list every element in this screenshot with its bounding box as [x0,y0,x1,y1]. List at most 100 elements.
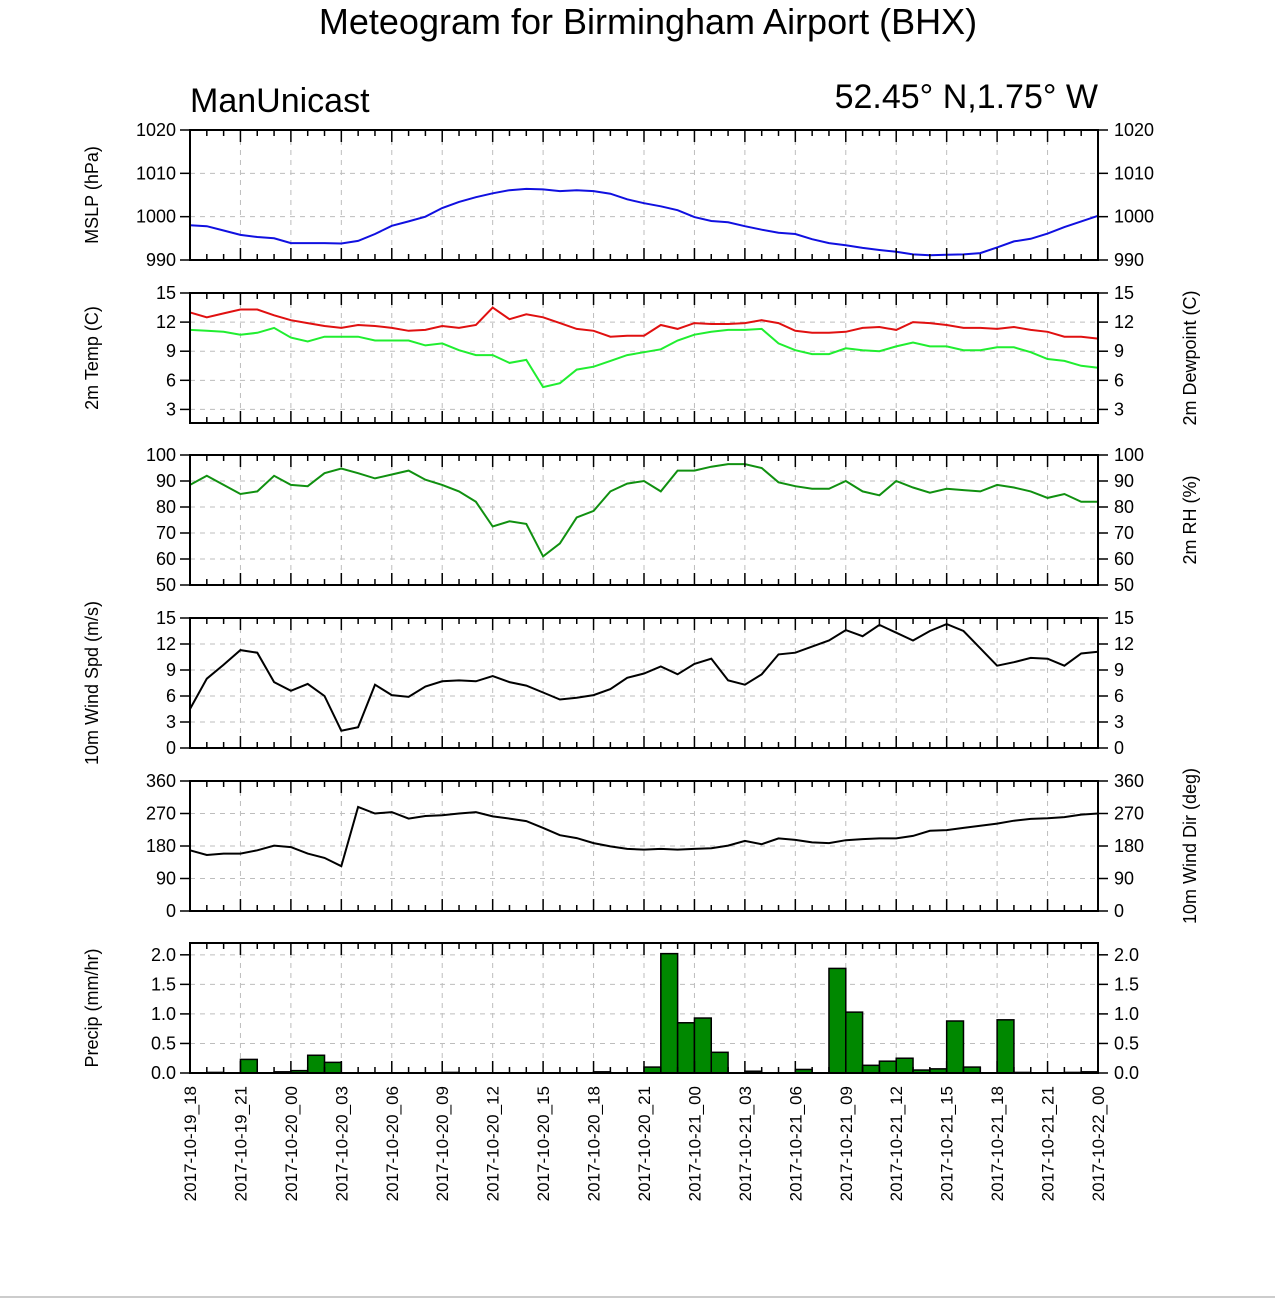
y-tick-label-left: 3 [166,712,176,732]
y-tick-label-left: 90 [156,471,176,491]
x-tick-label: 2017-10-20_00 [282,1086,301,1201]
y-tick-label-left: 100 [146,445,176,465]
y-tick-label-right: 50 [1114,575,1134,595]
x-tick-label: 2017-10-21_18 [988,1086,1007,1201]
x-tick-label: 2017-10-21_00 [685,1086,704,1201]
x-tick-label: 2017-10-20_06 [383,1086,402,1201]
precip-bar [306,1054,326,1074]
y-tick-label-left: 2.0 [151,945,176,965]
y-tick-label-right: 2.0 [1114,945,1139,965]
panel-temp: 3 3 6 6 9 9 12 12 15 15 2m Temp (C) 2m Dewpoint (C) [82,283,1200,426]
panel-wdir: 0 0 90 90 180 180 270 270 360 360 10m Wind Dir (de… [146,768,1200,924]
chart-title: Meteogram for Birmingham Airport (BHX) [319,1,977,42]
precip-bar [710,1051,729,1074]
y-tick-label-right: 70 [1114,523,1134,543]
window-bottom-border [0,1296,1275,1298]
y-tick-label-left: 12 [156,634,176,654]
precip-bar [945,1020,965,1074]
x-tick-label: 2017-10-20_21 [635,1086,654,1201]
y-tick-label-right: 6 [1114,686,1124,706]
y-tick-label-right: 0 [1114,901,1124,921]
x-tick-label: 2017-10-20_09 [433,1086,452,1201]
precip-bar [861,1064,881,1074]
precip-bar [828,967,847,1074]
y-tick-label-right: 100 [1114,445,1144,465]
x-tick-label: 2017-10-20_15 [534,1086,553,1201]
y-tick-label-left: 80 [156,497,176,517]
y-tick-label-left: 0.0 [151,1063,176,1083]
y-axis-label-left: 10m Wind Spd (m/s) [82,601,102,765]
series-line-wdir-0 [189,805,1099,868]
y-tick-label-right: 0.5 [1114,1033,1139,1053]
y-tick-label-left: 60 [156,549,176,569]
y-tick-label-left: 90 [156,869,176,889]
y-tick-label-left: 1.0 [151,1004,176,1024]
x-tick-label: 2017-10-20_03 [332,1086,351,1201]
y-tick-label-left: 990 [146,250,176,270]
y-tick-label-right: 90 [1114,471,1134,491]
y-tick-label-right: 1000 [1114,207,1154,227]
x-tick-label: 2017-10-21_21 [1039,1086,1058,1201]
y-tick-label-left: 15 [156,608,176,628]
y-tick-label-right: 60 [1114,549,1134,569]
y-tick-label-left: 0 [166,738,176,758]
x-tick-label: 2017-10-20_18 [585,1086,604,1201]
model-name: ManUnicast [190,82,370,120]
precip-bar [676,1022,696,1074]
y-tick-label-left: 1000 [136,207,176,227]
series-line-temp-1 [189,326,1099,389]
series-line-rh-0 [189,463,1098,558]
y-tick-label-left: 0.5 [151,1033,176,1053]
x-tick-label: 2017-10-21_15 [938,1086,957,1201]
y-tick-label-right: 1020 [1114,120,1154,140]
y-tick-label-left: 3 [166,399,176,419]
x-tick-label: 2017-10-21_06 [786,1086,805,1201]
y-tick-label-right: 6 [1114,370,1124,390]
y-tick-label-right: 9 [1114,660,1124,680]
y-tick-label-right: 9 [1114,341,1124,361]
x-tick-label: 2017-10-21_09 [837,1086,856,1201]
y-tick-label-right: 12 [1114,312,1134,332]
y-tick-label-right: 3 [1114,399,1124,419]
y-tick-label-right: 15 [1114,608,1134,628]
y-tick-label-right: 270 [1114,804,1144,824]
panel-precip: 0.0 0.0 0.5 0.5 1.0 1.0 1.5 1.5 2.0 2.0 Precip (mm… [82,942,1139,1083]
x-tick-label: 2017-10-20_12 [484,1086,503,1201]
y-tick-label-left: 50 [156,575,176,595]
y-tick-label-right: 12 [1114,634,1134,654]
x-tick-label: 2017-10-22_00 [1089,1086,1108,1201]
y-tick-label-left: 6 [166,686,176,706]
y-tick-label-left: 0 [166,901,176,921]
x-tick-label: 2017-10-19_18 [181,1086,200,1201]
x-tick-label: 2017-10-19_21 [231,1086,250,1201]
precip-bar [878,1060,897,1074]
y-axis-label-right: 2m RH (%) [1180,476,1200,565]
y-tick-label-right: 0.0 [1114,1063,1139,1083]
y-tick-label-right: 990 [1114,250,1144,270]
y-axis-label-left: 2m Temp (C) [82,306,102,410]
x-tick-label: 2017-10-21_12 [887,1086,906,1201]
panel-rh: 50 50 60 60 70 70 80 80 90 90 100 100 2m RH (%) [146,445,1200,595]
precip-bar [239,1058,259,1074]
y-tick-label-right: 360 [1114,771,1144,791]
y-tick-label-left: 9 [166,341,176,361]
y-tick-label-right: 90 [1114,869,1134,889]
y-tick-label-right: 80 [1114,497,1134,517]
x-tick-label: 2017-10-21_03 [736,1086,755,1201]
y-tick-label-right: 0 [1114,738,1124,758]
y-tick-label-right: 1010 [1114,163,1154,183]
y-tick-label-left: 1.5 [151,974,176,994]
station-coordinates: 52.45° N,1.75° W [835,78,1098,116]
precip-bar [323,1061,343,1074]
y-axis-label-left: MSLP (hPa) [82,146,102,244]
y-tick-label-right: 3 [1114,712,1124,732]
y-tick-label-right: 1.0 [1114,1004,1139,1024]
precip-bar [895,1057,914,1074]
precip-bar [845,1011,864,1074]
y-tick-label-left: 270 [146,804,176,824]
series-line-temp-0 [189,306,1099,340]
y-tick-label-left: 360 [146,771,176,791]
y-tick-label-right: 1.5 [1114,974,1139,994]
y-tick-label-left: 70 [156,523,176,543]
